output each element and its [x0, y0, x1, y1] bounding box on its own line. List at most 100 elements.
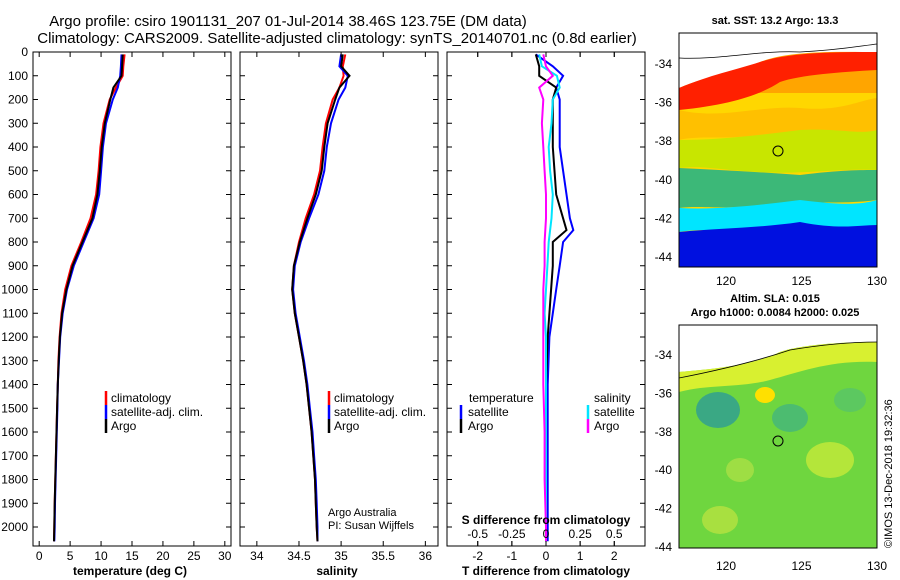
- xtick-label: 5: [67, 549, 74, 563]
- sla-map-title1: Altim. SLA: 0.015: [730, 293, 820, 305]
- difference-xlabel: T difference from climatology: [462, 564, 630, 578]
- sst-map-title: sat. SST: 13.2 Argo: 13.3: [712, 15, 839, 27]
- sst-field: [679, 33, 877, 267]
- xtick-label: 35: [334, 549, 348, 563]
- ytick-label: 600: [8, 188, 28, 202]
- legend-argo-label: Argo: [334, 419, 360, 433]
- map-xtick-label: 125: [791, 274, 811, 288]
- ytick-label: 900: [8, 259, 28, 273]
- difference-legend: temperature satellite Argo salinity sate…: [459, 391, 635, 433]
- sst-map-frame: [678, 32, 878, 268]
- ytick-label: 500: [8, 164, 28, 178]
- ytick-label: 0: [21, 45, 28, 59]
- legend-temperature-title: temperature: [469, 391, 534, 405]
- sst-map: sat. SST: 13.2 Argo: 13.3 -34 -36 -38 -40 -4…: [655, 15, 888, 288]
- series-line-s-satellite: [538, 54, 561, 542]
- legend-argo-label: Argo: [111, 419, 137, 433]
- map-xtick-label: 120: [716, 274, 736, 288]
- series-line-s-argo: [538, 54, 555, 542]
- argo-position-marker: [772, 145, 784, 157]
- xtick-label: -0.5: [467, 527, 488, 541]
- figure-title-line2: Climatology: CARS2009. Satellite-adjuste…: [37, 30, 636, 47]
- sla-map-frame: [678, 324, 878, 549]
- xtick-label: 0.25: [568, 527, 592, 541]
- difference-panel: -2 -1 0 1 2 -0.5 -0.25 0 0.25 0.5 T difference fr…: [446, 51, 646, 578]
- salinity-xlabel: salinity: [316, 564, 358, 578]
- xtick-label: 35.5: [372, 549, 396, 563]
- map-xtick-label: 125: [791, 559, 811, 573]
- legend-sat-label: satellite-adj. clim.: [334, 405, 426, 419]
- imos-credit: ©IMOS 13-Dec-2018 19:32:36: [883, 399, 895, 548]
- ytick-label: 1600: [1, 425, 28, 439]
- xtick-label: -0.25: [498, 527, 526, 541]
- figure-title-line1: Argo profile: csiro 1901131_207 01-Jul-2…: [49, 13, 527, 30]
- ytick-label: 1500: [1, 401, 28, 415]
- xtick-label: 34: [250, 549, 264, 563]
- ytick-label: 200: [8, 93, 28, 107]
- map-ytick-label: -40: [655, 463, 673, 477]
- ytick-label: 1700: [1, 449, 28, 463]
- legend-salinity-title: salinity: [594, 391, 631, 405]
- map-ytick-label: -40: [655, 173, 673, 187]
- legend-sat-label: satellite-adj. clim.: [111, 405, 203, 419]
- xtick-label: 25: [187, 549, 201, 563]
- ytick-label: 1100: [2, 306, 28, 320]
- sla-map: Altim. SLA: 0.015 Argo h1000: 0.0084 h20…: [655, 293, 888, 573]
- ytick-label: 300: [8, 116, 28, 130]
- xtick-label: 1: [577, 549, 584, 563]
- map-xtick-label: 120: [716, 559, 736, 573]
- xtick-label: 0: [543, 527, 550, 541]
- salinity-legend: climatology satellite-adj. clim. Argo: [327, 391, 426, 433]
- map-ytick-label: -34: [655, 348, 673, 362]
- ytick-label: 800: [8, 235, 28, 249]
- series-line-argo: [291, 54, 351, 542]
- map-ytick-label: -38: [655, 425, 673, 439]
- ytick-label: 1300: [1, 354, 28, 368]
- ytick-label: 1800: [1, 473, 28, 487]
- credit-argo-australia: Argo Australia: [328, 507, 397, 519]
- xtick-label: 10: [94, 549, 108, 563]
- xtick-label: 0: [36, 549, 43, 563]
- ytick-label: 1000: [1, 283, 28, 297]
- xtick-label: 2: [611, 549, 618, 563]
- credit-pi: PI: Susan Wijffels: [328, 520, 414, 532]
- temperature-xlabel: temperature (deg C): [73, 564, 187, 578]
- map-ytick-label: -36: [655, 386, 673, 400]
- ytick-label: 400: [8, 140, 28, 154]
- xtick-label: 15: [125, 549, 139, 563]
- legend-t-argo-label: Argo: [468, 419, 494, 433]
- xtick-label: 34.5: [287, 549, 311, 563]
- xtick-label: 30: [218, 549, 232, 563]
- map-ytick-label: -42: [655, 211, 673, 225]
- salinity-axes-box: [239, 51, 439, 547]
- temperature-legend: climatology satellite-adj. clim. Argo: [104, 391, 203, 433]
- sla-field: [679, 325, 877, 548]
- series-line-satellite-adj-clim-: [292, 54, 349, 542]
- legend-s-sat-label: satellite: [594, 405, 635, 419]
- ytick-label: 1900: [1, 496, 28, 510]
- ytick-label: 2000: [1, 520, 28, 534]
- temperature-axes-box: [32, 51, 232, 547]
- xtick-label: 0.5: [606, 527, 623, 541]
- temperature-panel: 0100200300400500600700800900100011001200…: [1, 45, 232, 578]
- legend-s-argo-label: Argo: [594, 419, 620, 433]
- sla-map-title2: Argo h1000: 0.0084 h2000: 0.025: [691, 307, 860, 319]
- salinity-panel: 34 34.5 35 35.5 36 salinity climatology sate…: [239, 51, 439, 578]
- ytick-label: 100: [8, 69, 28, 83]
- ytick-label: 700: [8, 211, 28, 225]
- map-ytick-label: -36: [655, 96, 673, 110]
- map-ytick-label: -42: [655, 502, 673, 516]
- map-ytick-label: -44: [655, 540, 673, 554]
- xtick-label: -2: [472, 549, 483, 563]
- ytick-label: 1200: [1, 330, 28, 344]
- legend-clim-label: climatology: [111, 391, 171, 405]
- argo-position-marker-sla: [772, 435, 784, 447]
- map-ytick-label: -34: [655, 57, 673, 71]
- difference-xlabel-salinity: S difference from climatology: [462, 513, 631, 527]
- xtick-label: -1: [507, 549, 518, 563]
- map-ytick-label: -44: [655, 250, 673, 264]
- xtick-label: 36: [419, 549, 433, 563]
- xtick-label: 20: [156, 549, 170, 563]
- legend-t-sat-label: satellite: [468, 405, 509, 419]
